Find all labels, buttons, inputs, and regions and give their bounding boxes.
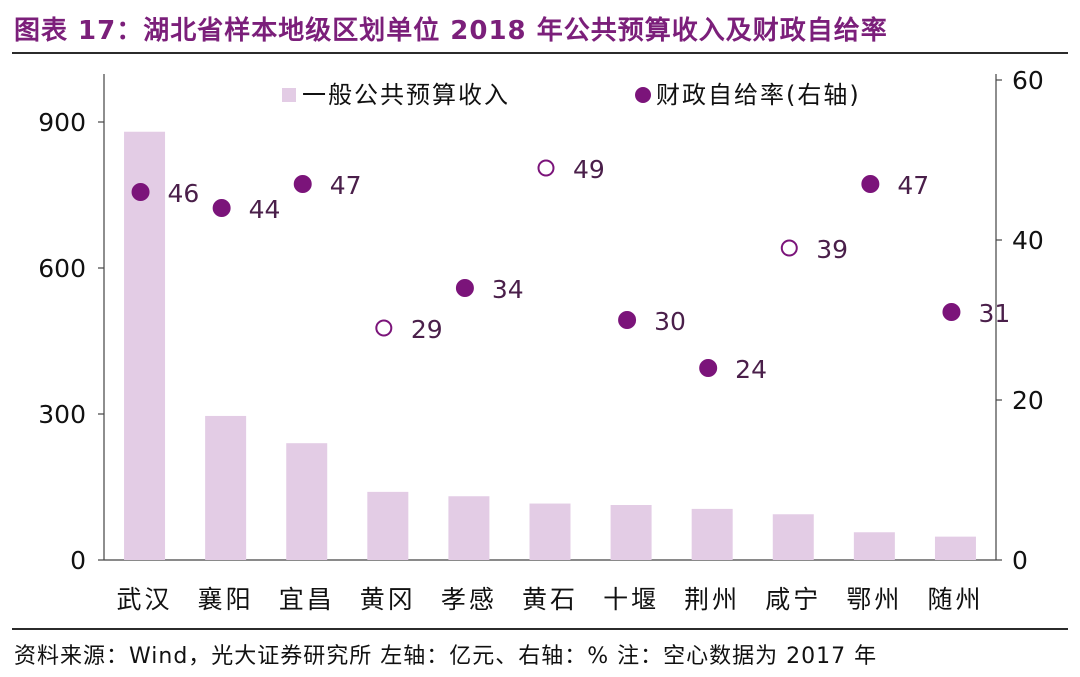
- dot-孝感: [455, 279, 474, 297]
- x-tick-label: 黄石: [522, 585, 578, 614]
- bar-黄石: [529, 503, 571, 560]
- legend-bar-label: 一般公共预算收入: [302, 81, 510, 109]
- dot-武汉: [131, 183, 150, 201]
- bar-宜昌: [286, 443, 328, 560]
- dot-荆州: [699, 359, 718, 377]
- data-label: 31: [978, 299, 1010, 328]
- dot-随州: [942, 303, 961, 321]
- x-tick-label: 荆州: [684, 585, 740, 614]
- data-label: 47: [897, 171, 929, 200]
- data-label: 34: [492, 275, 524, 304]
- right-tick-label: 40: [1012, 226, 1044, 255]
- right-tick-label: 20: [1012, 386, 1044, 415]
- left-tick-label: 300: [38, 400, 86, 429]
- data-label: 29: [411, 315, 443, 344]
- source-note: 资料来源：Wind，光大证券研究所 左轴：亿元、右轴：% 注：空心数据为 201…: [14, 644, 878, 669]
- legend-dot-label: 财政自给率(右轴): [656, 81, 861, 109]
- dot-黄冈: [375, 319, 393, 337]
- bar-孝感: [448, 496, 490, 560]
- left-tick-label: 900: [38, 108, 86, 137]
- dot-十堰: [618, 311, 637, 329]
- bar-鄂州: [853, 532, 895, 560]
- data-label: 49: [573, 155, 605, 184]
- legend-dot-swatch: [635, 87, 651, 103]
- bar-十堰: [610, 505, 652, 560]
- x-tick-label: 黄冈: [360, 585, 416, 614]
- left-tick-label: 600: [38, 254, 86, 283]
- data-label: 46: [168, 179, 200, 208]
- left-tick-label: 0: [70, 546, 86, 575]
- legend-bar-swatch: [282, 88, 296, 102]
- bar-武汉: [124, 131, 166, 560]
- bar-随州: [934, 536, 976, 560]
- dot-宜昌: [293, 175, 312, 193]
- x-tick-label: 咸宁: [765, 585, 821, 614]
- x-tick-label: 十堰: [603, 585, 659, 614]
- chart-title: 图表 17：湖北省样本地级区划单位 2018 年公共预算收入及财政自给率: [14, 16, 888, 46]
- data-label: 47: [330, 171, 362, 200]
- x-tick-label: 随州: [927, 585, 983, 614]
- data-label: 39: [816, 235, 848, 264]
- dot-襄阳: [212, 199, 231, 217]
- data-label: 44: [249, 195, 281, 224]
- dot-黄石: [537, 159, 555, 177]
- x-tick-label: 孝感: [441, 585, 497, 614]
- source-divider: [12, 628, 1068, 630]
- dot-鄂州: [861, 175, 880, 193]
- data-label: 30: [654, 307, 686, 336]
- right-tick-label: 60: [1012, 66, 1044, 95]
- bar-咸宁: [772, 514, 814, 560]
- data-label: 24: [735, 355, 767, 384]
- dot-咸宁: [780, 239, 798, 257]
- x-tick-label: 鄂州: [846, 585, 902, 614]
- bar-襄阳: [205, 415, 247, 560]
- x-tick-label: 襄阳: [198, 585, 254, 614]
- bar-荆州: [691, 508, 733, 560]
- right-tick-label: 0: [1012, 546, 1028, 575]
- bar-黄冈: [367, 491, 409, 560]
- x-tick-label: 宜昌: [279, 585, 335, 614]
- x-tick-label: 武汉: [117, 585, 173, 614]
- title-divider: [12, 52, 1068, 54]
